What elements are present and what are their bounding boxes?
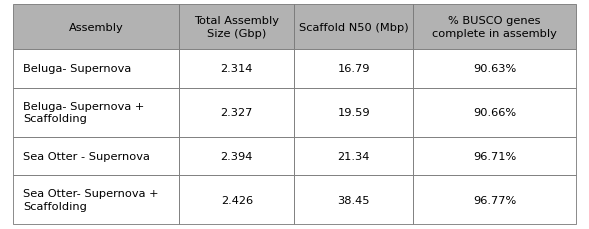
Text: 2.314: 2.314 <box>220 64 253 74</box>
Bar <box>413 137 576 175</box>
Text: Beluga- Supernova: Beluga- Supernova <box>23 64 131 74</box>
Text: Sea Otter - Supernova: Sea Otter - Supernova <box>23 151 150 161</box>
Text: 90.66%: 90.66% <box>473 108 516 118</box>
Text: Sea Otter- Supernova +
Scaffolding: Sea Otter- Supernova + Scaffolding <box>23 189 158 211</box>
Bar <box>294 137 413 175</box>
Text: % BUSCO genes
complete in assembly: % BUSCO genes complete in assembly <box>432 16 557 38</box>
Bar <box>294 5 413 50</box>
Text: 2.426: 2.426 <box>221 195 253 205</box>
Bar <box>294 88 413 137</box>
Bar <box>179 5 294 50</box>
Text: Beluga- Supernova +
Scaffolding: Beluga- Supernova + Scaffolding <box>23 101 144 124</box>
Bar <box>13 88 179 137</box>
Text: 38.45: 38.45 <box>337 195 370 205</box>
Bar <box>179 137 294 175</box>
Text: 2.327: 2.327 <box>220 108 253 118</box>
Bar <box>13 50 179 88</box>
Text: 21.34: 21.34 <box>337 151 370 161</box>
Text: 90.63%: 90.63% <box>473 64 516 74</box>
Bar <box>413 5 576 50</box>
Text: 96.71%: 96.71% <box>473 151 516 161</box>
Text: 96.77%: 96.77% <box>473 195 516 205</box>
Bar <box>179 175 294 224</box>
Bar <box>179 50 294 88</box>
Bar <box>13 137 179 175</box>
Text: 19.59: 19.59 <box>337 108 370 118</box>
Bar <box>294 50 413 88</box>
Text: 2.394: 2.394 <box>220 151 253 161</box>
Bar <box>413 50 576 88</box>
Text: Total Assembly
Size (Gbp): Total Assembly Size (Gbp) <box>194 16 279 38</box>
Bar <box>413 175 576 224</box>
Bar <box>179 88 294 137</box>
Bar <box>13 175 179 224</box>
Text: Assembly: Assembly <box>68 22 123 33</box>
Text: Scaffold N50 (Mbp): Scaffold N50 (Mbp) <box>299 22 408 33</box>
Text: 16.79: 16.79 <box>337 64 370 74</box>
Bar <box>413 88 576 137</box>
Bar <box>294 175 413 224</box>
Bar <box>13 5 179 50</box>
